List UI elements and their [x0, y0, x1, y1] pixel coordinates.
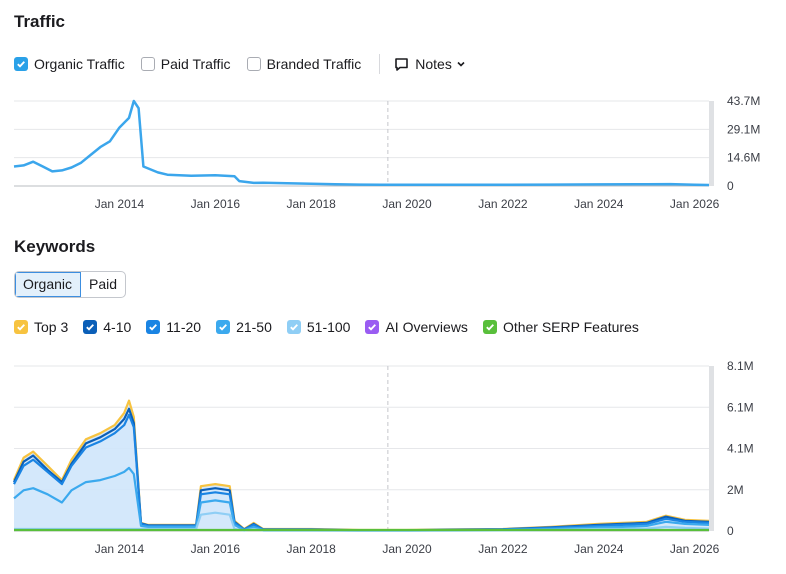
notes-dropdown[interactable]: Notes [394, 56, 466, 72]
y-tick-label: 6.1M [727, 400, 754, 414]
checkbox-checked-icon [365, 320, 380, 334]
checkbox-checked-icon [216, 320, 231, 334]
branded-traffic-label: Branded Traffic [266, 56, 362, 72]
x-tick-label: Jan 2014 [95, 542, 145, 556]
checkbox-checked-icon [83, 320, 98, 334]
keywords-area [14, 400, 709, 531]
traffic-heading: Traffic [14, 12, 66, 31]
legend-item-other-serp-features[interactable]: Other SERP Features [482, 319, 639, 335]
keywords-legend: Top 3 4-10 11-20 21-50 51-100 AI Overviews Oth… [14, 319, 654, 335]
y-tick-label: 29.1M [727, 122, 760, 136]
legend-label: Top 3 [34, 319, 69, 335]
legend-label: Other SERP Features [502, 319, 639, 335]
legend-label: 21-50 [236, 319, 272, 335]
tab-organic[interactable]: Organic [15, 272, 82, 297]
checkbox-checked-icon [482, 320, 497, 334]
y-tick-label: 14.6M [727, 151, 760, 165]
x-tick-label: Jan 2022 [478, 197, 528, 211]
legend-label: AI Overviews [385, 319, 468, 335]
notes-label: Notes [415, 56, 452, 72]
organic-traffic-checkbox[interactable]: Organic Traffic [14, 56, 125, 72]
legend-item-51-100[interactable]: 51-100 [286, 319, 351, 335]
x-tick-label: Jan 2016 [191, 542, 241, 556]
divider [379, 54, 381, 74]
keywords-type-toggle: Organic Paid [14, 271, 127, 298]
legend-label: 11-20 [166, 319, 202, 335]
branded-traffic-checkbox[interactable]: Branded Traffic [246, 56, 362, 72]
x-tick-label: Jan 2024 [574, 197, 624, 211]
y-tick-label: 0 [727, 179, 734, 193]
x-tick-label: Jan 2024 [574, 542, 624, 556]
y-tick-label: 4.1M [727, 442, 754, 456]
range-handle [709, 366, 714, 531]
x-tick-label: Jan 2026 [670, 197, 720, 211]
keywords-heading: Keywords [14, 237, 96, 256]
x-tick-label: Jan 2026 [670, 542, 720, 556]
x-tick-label: Jan 2022 [478, 542, 528, 556]
paid-traffic-label: Paid Traffic [160, 56, 231, 72]
organic-traffic-line [13, 99, 710, 187]
paid-traffic-checkbox[interactable]: Paid Traffic [140, 56, 231, 72]
x-tick-label: Jan 2020 [382, 542, 432, 556]
legend-item-21-50[interactable]: 21-50 [216, 319, 272, 335]
comment-icon [395, 57, 409, 71]
y-tick-label: 0 [727, 524, 734, 538]
checkbox-checked-icon [14, 57, 28, 71]
chevron-down-icon [457, 61, 465, 67]
y-tick-label: 8.1M [727, 359, 754, 373]
y-tick-label: 2M [727, 483, 744, 497]
legend-label: 51-100 [306, 319, 351, 335]
checkbox-empty-icon [140, 57, 155, 71]
x-tick-label: Jan 2018 [286, 197, 336, 211]
checkbox-empty-icon [246, 57, 261, 71]
checkbox-checked-icon [146, 320, 161, 334]
organic-traffic-label: Organic Traffic [34, 56, 125, 72]
checkbox-checked-icon [286, 320, 301, 334]
legend-item-top-3[interactable]: Top 3 [14, 319, 68, 335]
legend-item-11-20[interactable]: 11-20 [146, 319, 201, 335]
x-tick-label: Jan 2018 [286, 542, 336, 556]
checkbox-checked-icon [14, 320, 28, 334]
traffic-filters: Organic Traffic Paid Traffic Branded Tra… [14, 54, 466, 74]
range-handle [709, 101, 714, 186]
x-tick-label: Jan 2014 [95, 197, 145, 211]
y-tick-label: 43.7M [727, 94, 760, 108]
x-tick-label: Jan 2016 [191, 197, 241, 211]
x-tick-label: Jan 2020 [382, 197, 432, 211]
traffic-chart[interactable]: 43.7M 29.1M 14.6M 0 Jan 2014 Jan 2016 Jan 2018… [0, 0, 786, 220]
legend-item-4-10[interactable]: 4-10 [83, 319, 131, 335]
legend-item-ai-overviews[interactable]: AI Overviews [365, 319, 468, 335]
legend-label: 4-10 [103, 319, 132, 335]
series-line-21-50 [13, 466, 710, 532]
tab-paid[interactable]: Paid [89, 276, 118, 292]
series-line-11-20 [13, 413, 710, 532]
